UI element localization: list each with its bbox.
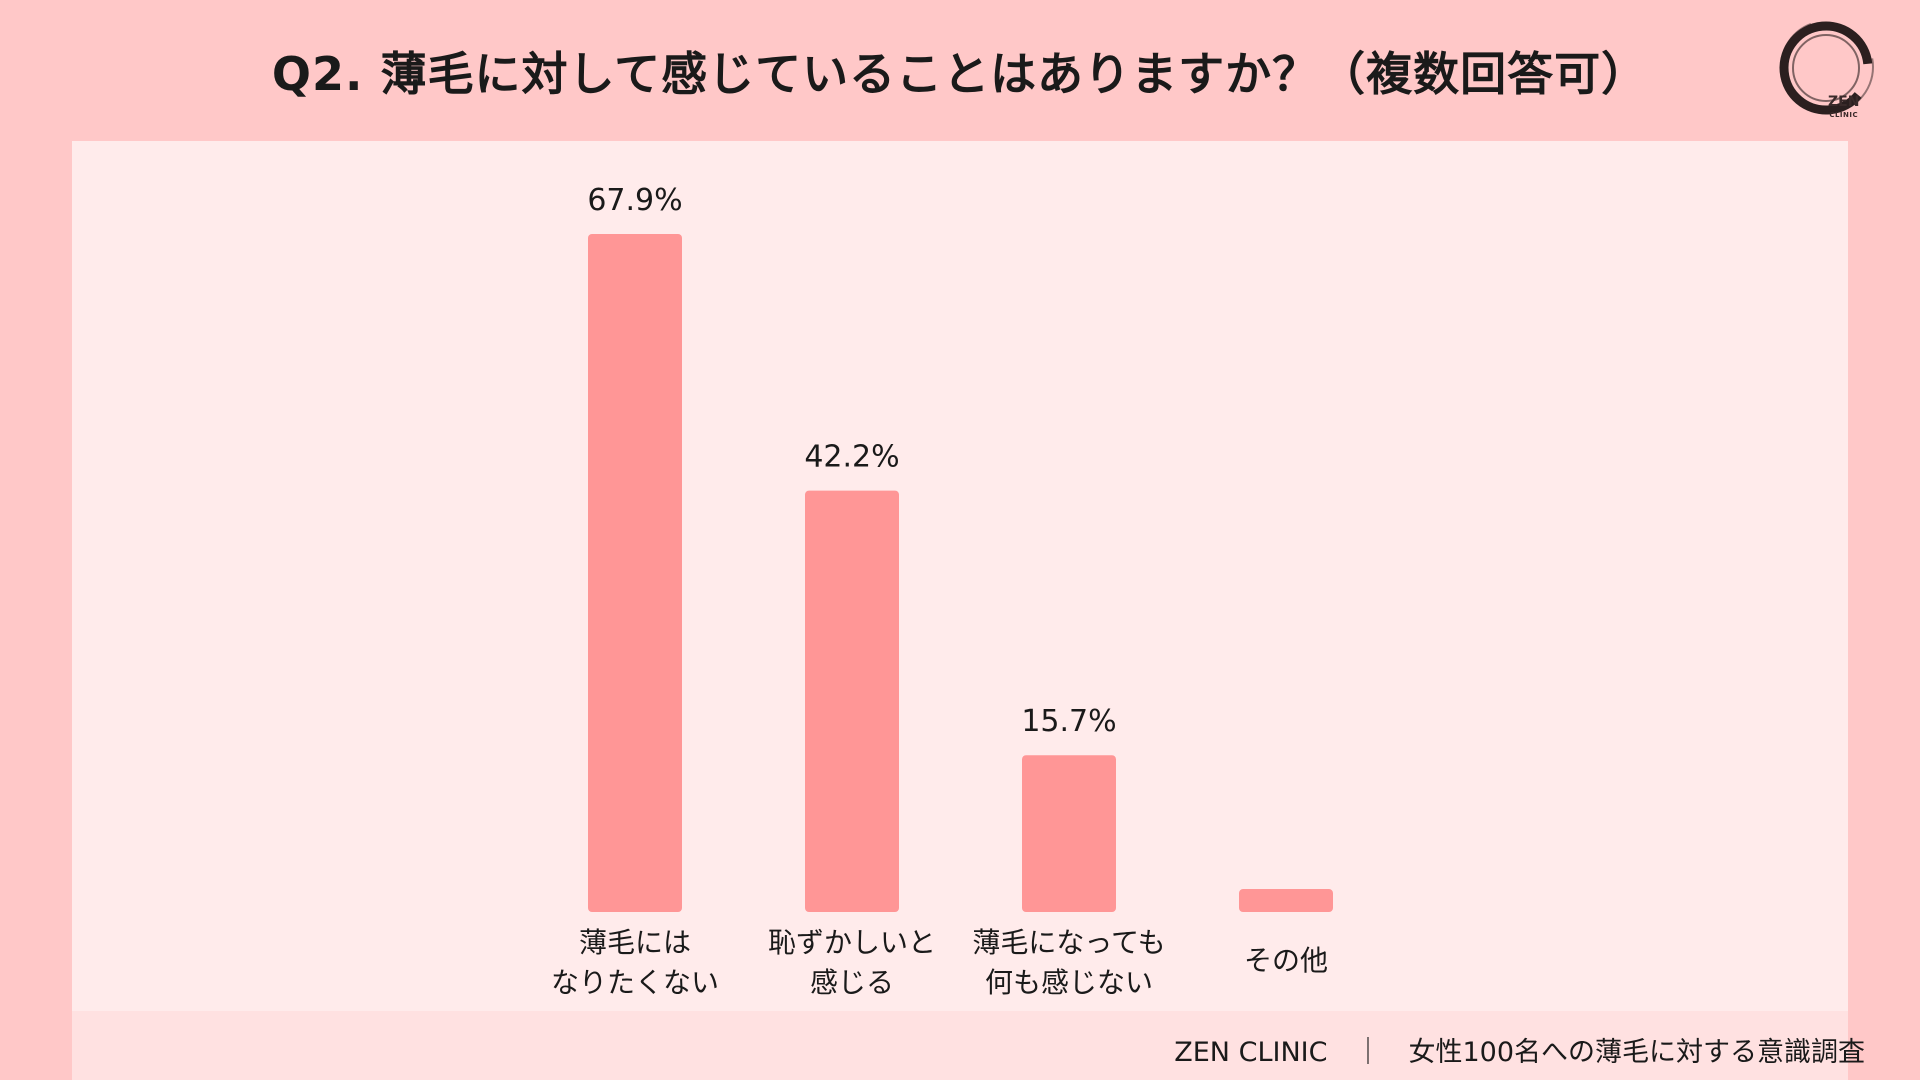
footer-source: ZEN CLINIC ｜ 女性100名への薄毛に対する意識調査 (1174, 1037, 1865, 1068)
logo-sub: CLINIC (1829, 111, 1859, 119)
category-label-2-1: 何も感じない (985, 966, 1153, 999)
category-label-2-0: 薄毛になっても (972, 926, 1165, 959)
bar-3 (1239, 889, 1333, 912)
category-label-0-0: 薄毛には (579, 926, 691, 959)
logo-name: ZEN (1828, 94, 1860, 110)
category-label-0-1: なりたくない (551, 966, 719, 999)
category-label-1-1: 感じる (810, 966, 894, 999)
chart-title: Q2. 薄毛に対して感じていることはありますか？（複数回答可） (271, 47, 1649, 101)
chart-panel: 67.9% 薄毛にはなりたくない 42.2% 恥ずかしいと 感じる 15.7% 薄毛になって… (72, 141, 1848, 1011)
value-label-0: 67.9% (587, 183, 682, 218)
bar-1 (805, 490, 899, 912)
bar-2 (1022, 755, 1116, 912)
category-label-1-0: 恥ずかしいと (768, 926, 936, 959)
category-label-3-0: その他 (1244, 944, 1328, 977)
value-label-2: 15.7% (1021, 704, 1116, 739)
zen-clinic-logo (1779, 20, 1874, 115)
bar-0 (588, 234, 682, 912)
value-label-1: 42.2% (804, 440, 899, 475)
logo-text: ZEN CLINIC (1828, 94, 1860, 122)
footer-band (72, 1011, 1848, 1080)
